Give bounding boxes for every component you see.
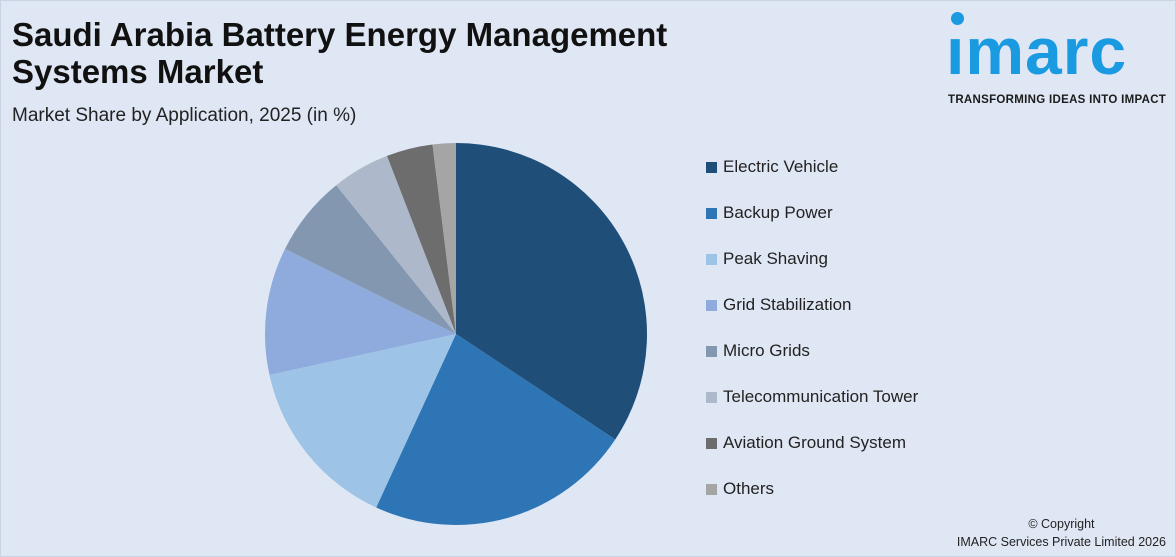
pie-slice-grid-stabilization	[265, 248, 456, 375]
pie-chart	[265, 143, 647, 525]
pie-slice-telecommunication-tower	[336, 155, 456, 334]
pie-slice-micro-grids	[285, 185, 456, 334]
pie-slice-others	[432, 143, 456, 334]
chart-title-line-1: Saudi Arabia Battery Energy Management	[12, 16, 668, 53]
legend-item-peak-shaving: Peak Shaving	[706, 236, 918, 282]
legend-swatch-micro-grids	[706, 345, 717, 357]
logo-wordmark: ımarc	[946, 14, 1128, 88]
legend-label-micro-grids: Micro Grids	[723, 341, 810, 360]
legend-item-others: Others	[706, 466, 918, 512]
legend-swatch-others	[706, 483, 717, 495]
chart-legend: Electric Vehicle Backup Power Peak Shaving…	[706, 156, 918, 524]
copyright-label: © Copyright	[1028, 517, 1095, 531]
legend-item-aviation-ground-system: Aviation Ground System	[706, 420, 918, 466]
legend-item-telecommunication-tower: Telecommunication Tower	[706, 374, 918, 420]
copyright-company: IMARC Services Private Limited 2026	[956, 534, 1166, 549]
pie-slice-peak-shaving	[269, 334, 456, 508]
legend-label-peak-shaving: Peak Shaving	[723, 249, 828, 268]
legend-swatch-aviation-ground-system	[706, 437, 717, 449]
legend-swatch-electric-vehicle	[706, 161, 717, 173]
logo-tagline: TRANSFORMING IDEAS INTO IMPACT	[948, 94, 1167, 106]
legend-item-micro-grids: Micro Grids	[706, 328, 918, 374]
chart-title-line-2: Systems Market	[12, 53, 264, 91]
pie-slice-electric-vehicle	[456, 143, 647, 440]
legend-swatch-telecommunication-tower	[706, 391, 717, 403]
legend-label-electric-vehicle: Electric Vehicle	[723, 157, 839, 176]
logo-dot-icon	[951, 12, 964, 25]
legend-label-backup-power: Backup Power	[723, 203, 833, 222]
legend-label-others: Others	[723, 479, 775, 498]
legend-item-grid-stabilization: Grid Stabilization	[706, 282, 918, 328]
legend-label-aviation-ground-system: Aviation Ground System	[723, 433, 906, 452]
copyright-notice: © Copyright IMARC Services Private Limit…	[957, 516, 1166, 551]
pie-slice-aviation-ground-system	[387, 144, 456, 334]
imarc-logo: ımarc TRANSFORMING IDEAS INTO IMPACT	[944, 10, 1172, 110]
legend-swatch-grid-stabilization	[706, 299, 717, 311]
chart-title: Saudi Arabia Battery Energy Management S…	[12, 16, 772, 91]
pie-slice-backup-power	[376, 334, 616, 525]
legend-label-telecommunication-tower: Telecommunication Tower	[723, 387, 919, 406]
chart-subtitle: Market Share by Application, 2025 (in %)	[12, 105, 357, 126]
legend-item-backup-power: Backup Power	[706, 190, 918, 236]
legend-item-electric-vehicle: Electric Vehicle	[706, 144, 918, 190]
legend-label-grid-stabilization: Grid Stabilization	[723, 295, 852, 314]
legend-swatch-backup-power	[706, 207, 717, 219]
legend-swatch-peak-shaving	[706, 253, 717, 265]
